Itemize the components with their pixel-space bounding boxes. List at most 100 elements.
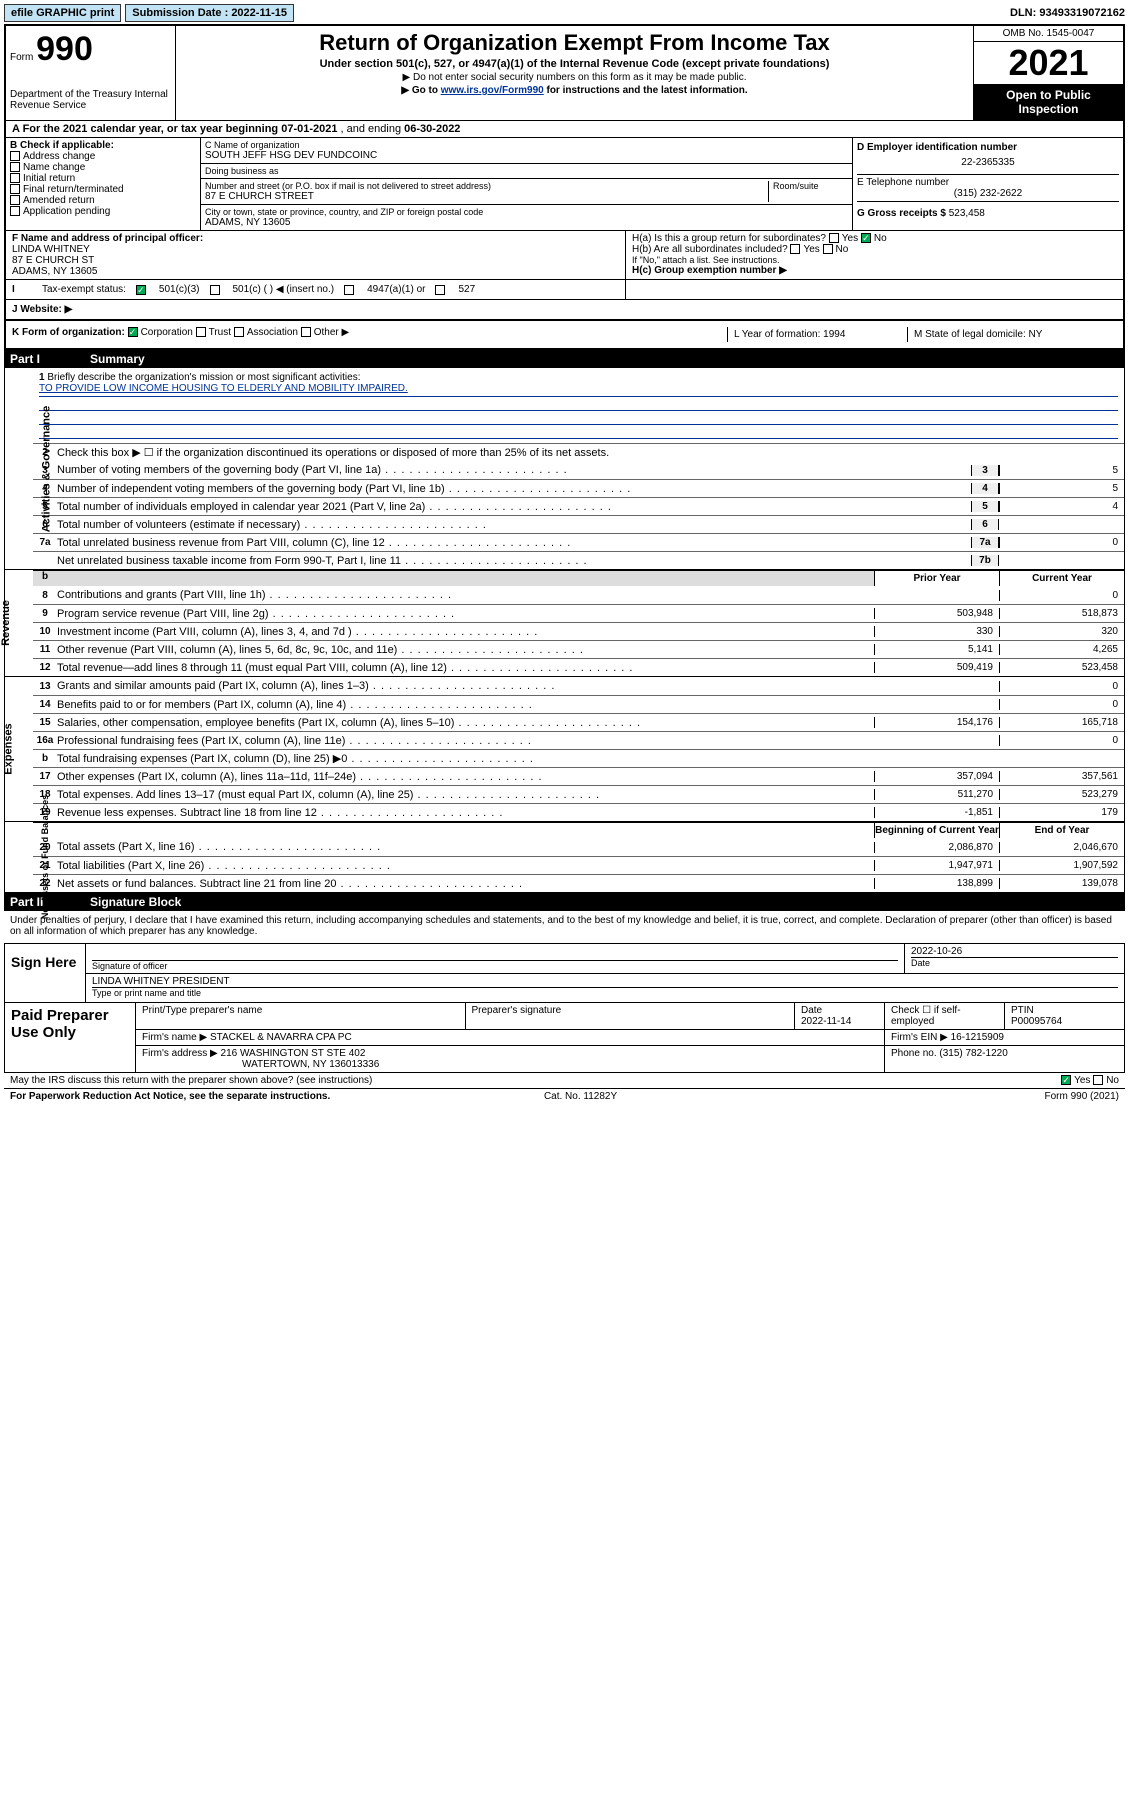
sign-here-label: Sign Here xyxy=(5,944,85,1002)
open-public-label: Open to Public Inspection xyxy=(974,84,1123,120)
prep-sig-label: Preparer's signature xyxy=(465,1003,795,1029)
ha-no-checkbox[interactable] xyxy=(861,233,871,243)
b-checkbox[interactable] xyxy=(10,206,20,216)
line-desc: Total number of individuals employed in … xyxy=(57,499,971,515)
year-box: OMB No. 1545-0047 2021 Open to Public In… xyxy=(973,26,1123,120)
addr-value: 87 E CHURCH STREET xyxy=(205,191,768,202)
sig-date: 2022-10-26 xyxy=(911,946,1118,957)
line-desc: Other expenses (Part IX, column (A), lin… xyxy=(57,769,874,785)
prior-value: 330 xyxy=(874,626,999,637)
form-title: Return of Organization Exempt From Incom… xyxy=(180,30,969,56)
ptin-label: PTIN xyxy=(1011,1005,1034,1016)
vlabel-activities: Activities & Governance xyxy=(40,405,52,532)
line-desc: Total unrelated business revenue from Pa… xyxy=(57,535,971,551)
b-checkbox[interactable] xyxy=(10,173,20,183)
other-checkbox[interactable] xyxy=(301,327,311,337)
tel-label: E Telephone number xyxy=(857,177,1119,188)
hb-no-checkbox[interactable] xyxy=(823,244,833,254)
irs-link[interactable]: www.irs.gov/Form990 xyxy=(441,85,544,96)
mission-text: TO PROVIDE LOW INCOME HOUSING TO ELDERLY… xyxy=(39,383,1118,397)
col-prior-year: Prior Year xyxy=(874,571,999,586)
line-desc: Total assets (Part X, line 16) xyxy=(57,839,874,855)
hb-label: H(b) Are all subordinates included? xyxy=(632,244,788,255)
form-title-box: Return of Organization Exempt From Incom… xyxy=(176,26,973,120)
line-desc: Revenue less expenses. Subtract line 18 … xyxy=(57,805,874,821)
501c3-checkbox[interactable] xyxy=(136,285,146,295)
4947-checkbox[interactable] xyxy=(344,285,354,295)
527-checkbox[interactable] xyxy=(435,285,445,295)
line-desc: Number of voting members of the governin… xyxy=(57,462,971,478)
b-checkbox[interactable] xyxy=(10,151,20,161)
line-value: 5 xyxy=(999,483,1124,494)
line-desc: Number of independent voting members of … xyxy=(57,481,971,497)
footer-left: For Paperwork Reduction Act Notice, see … xyxy=(10,1091,330,1102)
current-value: 518,873 xyxy=(999,608,1124,619)
firm-addr-label: Firm's address ▶ xyxy=(142,1048,221,1059)
topbar: efile GRAPHIC print Submission Date : 20… xyxy=(4,4,1125,22)
submission-date-button[interactable]: Submission Date : 2022-11-15 xyxy=(125,4,294,22)
tax-exempt-label: Tax-exempt status: xyxy=(42,284,126,295)
city-label: City or town, state or province, country… xyxy=(205,207,848,217)
self-employed-check[interactable]: Check ☐ if self-employed xyxy=(884,1003,1004,1029)
part1-header: Part I Summary xyxy=(4,350,1125,368)
current-value: 2,046,670 xyxy=(999,842,1124,853)
prior-value: 138,899 xyxy=(874,878,999,889)
line-desc: Net unrelated business taxable income fr… xyxy=(57,553,971,569)
line2-desc: Check this box ▶ ☐ if the organization d… xyxy=(57,444,1124,461)
b-checkbox[interactable] xyxy=(10,195,20,205)
prior-value: 503,948 xyxy=(874,608,999,619)
firm-ein: 16-1215909 xyxy=(951,1032,1004,1043)
current-value: 1,907,592 xyxy=(999,860,1124,871)
irs-no-checkbox[interactable] xyxy=(1093,1075,1103,1085)
current-value: 165,718 xyxy=(999,717,1124,728)
gross-label: G Gross receipts $ xyxy=(857,208,949,219)
line-desc: Benefits paid to or for members (Part IX… xyxy=(57,697,874,713)
org-name-label: C Name of organization xyxy=(205,140,848,150)
sig-officer-label: Signature of officer xyxy=(92,960,898,971)
col-b-title: B Check if applicable: xyxy=(10,140,196,151)
footer-form: Form 990 (2021) xyxy=(1044,1091,1118,1102)
sig-date-label: Date xyxy=(911,957,1118,968)
officer-addr1: 87 E CHURCH ST xyxy=(12,255,619,266)
form-org-row: K Form of organization: Corporation Trus… xyxy=(12,327,727,342)
ha-yes-checkbox[interactable] xyxy=(829,233,839,243)
b-checkbox[interactable] xyxy=(10,184,20,194)
501c-checkbox[interactable] xyxy=(210,285,220,295)
corp-checkbox[interactable] xyxy=(128,327,138,337)
col-h-group: H(a) Is this a group return for subordin… xyxy=(626,231,1123,279)
current-value: 4,265 xyxy=(999,644,1124,655)
current-value: 357,561 xyxy=(999,771,1124,782)
prior-value: 511,270 xyxy=(874,789,999,800)
room-label: Room/suite xyxy=(768,181,848,202)
irs-yes-checkbox[interactable] xyxy=(1061,1075,1071,1085)
line-value: 0 xyxy=(999,537,1124,548)
officer-name: LINDA WHITNEY xyxy=(12,244,619,255)
col-begin-year: Beginning of Current Year xyxy=(874,823,999,838)
hb-yes-checkbox[interactable] xyxy=(790,244,800,254)
trust-checkbox[interactable] xyxy=(196,327,206,337)
line1-label: Briefly describe the organization's miss… xyxy=(47,372,360,383)
assoc-checkbox[interactable] xyxy=(234,327,244,337)
declaration-text: Under penalties of perjury, I declare th… xyxy=(4,911,1125,941)
state-domicile: M State of legal domicile: NY xyxy=(907,327,1117,342)
firm-name: STACKEL & NAVARRA CPA PC xyxy=(210,1032,352,1043)
b-checkbox[interactable] xyxy=(10,162,20,172)
col-d-right: D Employer identification number 22-2365… xyxy=(853,138,1123,230)
prior-value: 154,176 xyxy=(874,717,999,728)
paid-preparer-label: Paid Preparer Use Only xyxy=(5,1003,135,1072)
tel-value: (315) 232-2622 xyxy=(857,188,1119,199)
form-number: 990 xyxy=(36,30,93,68)
officer-name-title: LINDA WHITNEY PRESIDENT xyxy=(92,976,1118,987)
hc-label: H(c) Group exemption number ▶ xyxy=(632,265,1117,276)
ein-value: 22-2365335 xyxy=(857,153,1119,172)
form-note-ssn: ▶ Do not enter social security numbers o… xyxy=(180,72,969,83)
current-value: 0 xyxy=(999,735,1124,746)
dba-label: Doing business as xyxy=(205,166,848,176)
firm-addr2: WATERTOWN, NY 136013336 xyxy=(242,1059,379,1070)
efile-button[interactable]: efile GRAPHIC print xyxy=(4,4,121,22)
line-desc: Total fundraising expenses (Part IX, col… xyxy=(57,750,874,767)
phone-label: Phone no. xyxy=(891,1048,939,1059)
may-irs-label: May the IRS discuss this return with the… xyxy=(10,1075,372,1086)
line-desc: Program service revenue (Part VIII, line… xyxy=(57,606,874,622)
form-prefix: Form xyxy=(10,52,33,63)
